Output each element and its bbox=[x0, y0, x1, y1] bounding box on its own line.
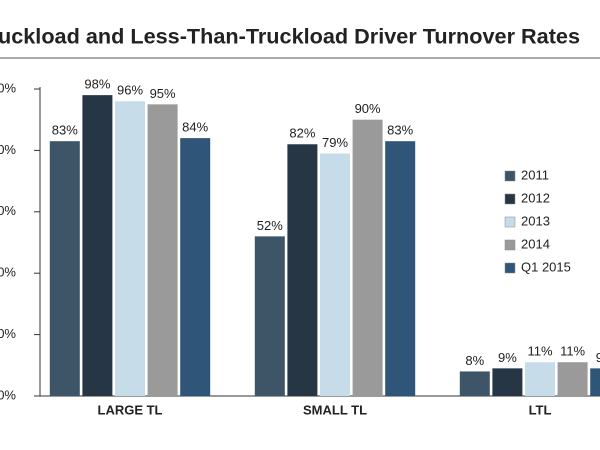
value-label: 90% bbox=[355, 101, 381, 116]
bar bbox=[147, 104, 178, 396]
bar bbox=[352, 119, 383, 396]
bar bbox=[49, 141, 80, 396]
value-label: 95% bbox=[150, 86, 176, 101]
value-label: 9% bbox=[498, 350, 517, 365]
value-label: 83% bbox=[387, 123, 413, 138]
y-tick-label: 80% bbox=[0, 142, 16, 157]
legend-swatch bbox=[504, 262, 516, 274]
legend-swatch bbox=[504, 239, 516, 251]
y-tick-label: 20% bbox=[0, 326, 16, 341]
value-label: 11% bbox=[527, 344, 552, 359]
legend-label: 2011 bbox=[521, 167, 549, 182]
value-label: 82% bbox=[289, 126, 315, 141]
chart-title: uckload and Less-Than-Truckload Driver T… bbox=[0, 26, 580, 49]
value-label: 79% bbox=[322, 135, 348, 150]
value-label: 83% bbox=[52, 123, 78, 138]
value-label: 98% bbox=[84, 77, 110, 92]
value-label: 96% bbox=[117, 83, 143, 98]
y-tick-label: 40% bbox=[0, 265, 16, 280]
value-label: 9% bbox=[596, 350, 600, 365]
bar bbox=[287, 144, 318, 396]
bar bbox=[590, 368, 600, 396]
x-tick-label: LTL bbox=[529, 402, 552, 417]
legend-label: 2012 bbox=[521, 190, 550, 205]
bar bbox=[180, 138, 211, 396]
value-label: 11% bbox=[560, 344, 585, 359]
bar bbox=[459, 371, 490, 396]
legend-swatch bbox=[504, 193, 516, 205]
x-tick-label: SMALL TL bbox=[303, 402, 367, 417]
y-tick-label: 0% bbox=[0, 387, 16, 402]
value-label: 84% bbox=[182, 120, 208, 135]
value-label: 8% bbox=[465, 353, 484, 368]
bar bbox=[385, 141, 416, 396]
legend: 2011 2012 2013 2014 Q1 2015 bbox=[504, 167, 571, 274]
legend-swatch bbox=[504, 216, 516, 228]
legend-swatch bbox=[504, 170, 516, 182]
bar bbox=[492, 368, 523, 396]
legend-label: 2014 bbox=[521, 236, 550, 251]
legend-label: 2013 bbox=[521, 213, 550, 228]
bar bbox=[525, 362, 555, 396]
bar bbox=[82, 95, 113, 396]
x-tick-label: LARGE TL bbox=[98, 402, 163, 417]
y-tick-label: 60% bbox=[0, 203, 16, 218]
legend-label: Q1 2015 bbox=[521, 259, 571, 274]
bar bbox=[254, 236, 285, 396]
bar bbox=[320, 153, 350, 396]
bar bbox=[557, 362, 588, 396]
value-label: 52% bbox=[257, 218, 283, 233]
bar bbox=[115, 101, 145, 396]
y-tick-label: 100% bbox=[0, 80, 16, 95]
